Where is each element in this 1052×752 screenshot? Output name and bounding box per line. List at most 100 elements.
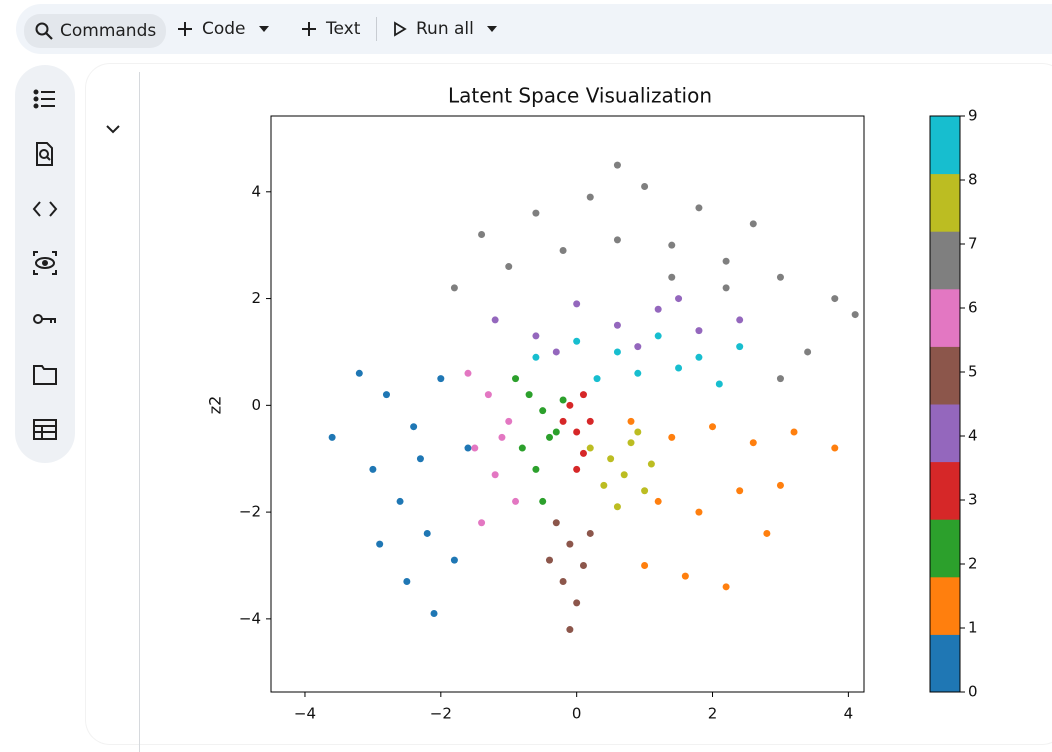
point [566,401,574,409]
find-icon[interactable] [36,142,53,166]
point [790,428,798,436]
point [593,375,601,383]
point [410,423,418,431]
colorbar-segment [930,288,960,347]
code-button[interactable]: Code [176,16,276,42]
point [545,433,553,441]
point [668,273,676,281]
variables-icon[interactable] [33,251,57,275]
point [532,353,540,361]
point [620,471,628,479]
toc-icon[interactable] [33,89,56,109]
point [505,263,513,271]
point [423,529,431,537]
point [654,332,662,340]
colorbar-tick-label: 2 [968,555,978,573]
point [722,257,730,265]
point [573,337,581,345]
y-tick-label: 2 [251,289,261,307]
point [654,305,662,313]
point [478,519,486,527]
text-label: Text [326,19,361,39]
point [722,583,730,591]
point [573,599,581,607]
collapse-chevron[interactable] [98,114,128,144]
point [498,433,506,441]
point [627,439,635,447]
y-tick-label: −4 [239,609,261,627]
point [579,449,587,457]
colorbar-tick-label: 6 [968,299,978,317]
run-all-button[interactable]: Run all [392,16,504,42]
point [722,284,730,292]
point [403,577,411,585]
colorbar-tick-label: 8 [968,171,978,189]
y-tick-label: 0 [251,396,261,414]
point [450,284,458,292]
point [450,556,458,564]
point [566,626,574,634]
text-button[interactable]: Text [300,16,360,42]
point [634,369,642,377]
point [545,556,553,564]
x-tick-label: −4 [294,705,316,723]
point [776,273,784,281]
point [559,247,567,255]
commands-button[interactable]: Commands [24,14,167,48]
code-label: Code [202,19,246,39]
point [613,161,621,169]
point [736,343,744,351]
point [369,465,377,473]
chart: Latent Space Visualization z2 −4 −2 0 2 4 −4 −… [206,84,978,723]
dropdown-icon[interactable] [246,20,276,38]
point [586,193,594,201]
plot-frame [270,115,865,693]
point [525,391,533,399]
point [776,481,784,489]
dropdown-icon[interactable] [474,20,504,38]
plus-icon [178,22,192,36]
point [573,465,581,473]
point [613,348,621,356]
point [749,439,757,447]
y-tick-label: −2 [239,503,261,521]
point [586,444,594,452]
code-icon[interactable] [32,201,58,217]
divider [376,17,377,41]
sidebar [15,65,75,463]
colorbar-tick-label: 4 [968,427,978,445]
point [512,497,520,505]
point [681,572,689,580]
point [641,561,649,569]
point [491,471,499,479]
files-icon[interactable] [33,365,57,385]
x-tick-label: 0 [572,705,582,723]
point [709,423,717,431]
point [579,561,587,569]
point [532,465,540,473]
secrets-icon[interactable] [33,314,56,324]
point [437,375,445,383]
point [573,428,581,436]
table-icon[interactable] [33,419,57,440]
point [715,380,723,388]
point [566,540,574,548]
colorbar-segment [930,576,960,635]
point [559,417,567,425]
colorbar-segment [930,634,960,693]
point [573,300,581,308]
point [328,433,336,441]
colorbar-segment [930,461,960,520]
point [478,231,486,239]
point [464,369,472,377]
point [634,428,642,436]
point [539,407,547,415]
colorbar-segment [930,519,960,578]
point [749,220,757,228]
colorbar-tick-label: 1 [968,619,978,637]
point [675,364,683,372]
point [382,391,390,399]
cell-divider [139,72,140,752]
x-tick-label: −2 [430,705,452,723]
point [763,529,771,537]
